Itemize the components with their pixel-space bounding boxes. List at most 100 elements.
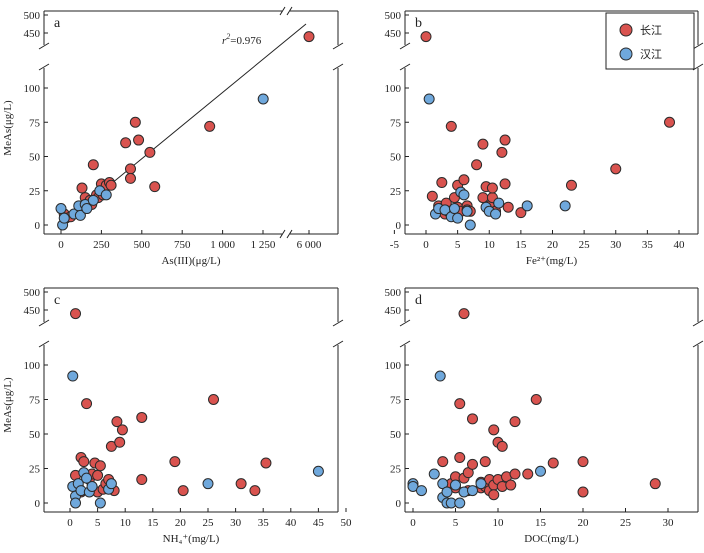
- changjiang-point: [547, 457, 559, 469]
- y-break-right: [332, 42, 344, 71]
- x-tick-label: 30: [610, 239, 622, 251]
- hanjiang-point: [461, 205, 473, 217]
- hanjiang-point: [100, 189, 112, 201]
- hanjiang-point: [74, 209, 86, 221]
- y-tick-label: 75: [390, 395, 402, 407]
- x-break-gap-top: [282, 7, 290, 15]
- hanjiang-point: [416, 485, 427, 497]
- hanjiang-point: [448, 203, 460, 215]
- y-tick-label: 500: [385, 10, 402, 22]
- x-tick-label: 15: [147, 517, 159, 529]
- changjiang-point: [477, 192, 489, 204]
- x-tick-label: 15: [535, 517, 547, 529]
- changjiang-point: [136, 474, 148, 486]
- changjiang-point: [509, 416, 521, 428]
- changjiang-point: [509, 468, 521, 480]
- x-tick-label: 20: [578, 517, 590, 529]
- x-tick-label: 20: [547, 239, 559, 251]
- changjiang-point: [177, 485, 189, 497]
- panel-label: d: [415, 293, 422, 308]
- changjiang-point: [454, 451, 466, 463]
- x-tick-label: 30: [230, 517, 242, 529]
- changjiang-point: [81, 398, 93, 410]
- x-break-top: [279, 6, 293, 16]
- hanjiang-point: [458, 189, 470, 201]
- changjiang-point: [92, 469, 104, 481]
- hanjiang-point: [94, 497, 106, 509]
- y-break-left: [38, 319, 50, 348]
- changjiang-point: [94, 460, 106, 472]
- hanjiang-point: [475, 478, 487, 490]
- y-tick-label: 100: [385, 360, 402, 372]
- y-tick-label: 25: [390, 186, 402, 198]
- hanjiang-point: [257, 93, 269, 105]
- x-tick-label: 25: [620, 517, 632, 529]
- y-break-right: [692, 42, 704, 71]
- x-tick-label: 20: [175, 517, 187, 529]
- x-tick-label: 0: [423, 239, 429, 251]
- y-tick-label: 50: [29, 152, 41, 164]
- y-tick-label: 0: [396, 498, 402, 510]
- changjiang-point: [70, 308, 82, 320]
- hanjiang-point: [423, 93, 435, 105]
- changjiang-point: [488, 424, 500, 436]
- y-tick-label: 450: [24, 28, 41, 40]
- x-tick-label: 15: [515, 239, 527, 251]
- y-tick-label: 0: [396, 220, 402, 232]
- changjiang-point: [235, 478, 247, 490]
- legend-marker-changjiang: [619, 23, 633, 37]
- legend-label-hanjiang: 汉江: [640, 48, 662, 61]
- x-tick-label: 25: [579, 239, 591, 251]
- changjiang-point: [136, 411, 148, 423]
- y-tick-label: 0: [35, 498, 41, 510]
- y-tick-label: 100: [385, 83, 402, 95]
- y-break-left: [399, 319, 411, 348]
- hanjiang-point: [467, 485, 478, 497]
- hanjiang-point: [55, 203, 67, 215]
- hanjiang-point: [70, 497, 82, 509]
- x-tick-label: 750: [174, 239, 191, 251]
- changjiang-point: [488, 489, 500, 501]
- y-tick-label: 25: [29, 186, 41, 198]
- hanjiang-point: [490, 208, 502, 220]
- x-tick-label: 35: [258, 517, 270, 529]
- legend-label-changjiang: 长江: [640, 24, 662, 37]
- changjiang-point: [133, 134, 145, 146]
- hanjiang-point: [535, 465, 546, 477]
- x-axis-label: NH₄⁺(mg/L): [163, 533, 220, 545]
- x-tick-label: 5: [453, 517, 459, 529]
- changjiang-point: [204, 120, 216, 132]
- changjiang-point: [249, 485, 261, 497]
- hanjiang-point: [450, 479, 461, 491]
- y-axis-label-bottom: MeAs(μg/L): [2, 377, 14, 433]
- y-tick-label: 100: [24, 360, 41, 372]
- x-tick-label: 250: [93, 239, 110, 251]
- changjiang-point: [467, 413, 478, 425]
- hanjiang-point: [202, 478, 214, 490]
- y-tick-label: 50: [390, 152, 402, 164]
- changjiang-point: [496, 440, 508, 452]
- changjiang-point: [105, 179, 117, 191]
- y-tick-label: 0: [35, 220, 41, 232]
- panel-label: c: [54, 293, 60, 308]
- hanjiang-point: [452, 212, 464, 224]
- hanjiang-point: [86, 480, 98, 492]
- y-tick-label: 100: [24, 83, 41, 95]
- hanjiang-point: [559, 200, 571, 212]
- changjiang-point: [458, 308, 470, 320]
- hanjiang-point: [58, 212, 70, 224]
- hanjiang-point: [428, 468, 440, 480]
- hanjiang-point: [81, 203, 93, 215]
- changjiang-point: [454, 398, 466, 410]
- changjiang-point: [577, 486, 589, 498]
- changjiang-point: [76, 182, 88, 194]
- x-tick-label: -5: [390, 239, 400, 251]
- changjiang-point: [120, 137, 132, 149]
- changjiang-point: [496, 146, 508, 158]
- changjiang-point: [471, 159, 483, 171]
- y-break-left: [38, 42, 50, 71]
- y-tick-label: 75: [29, 117, 41, 129]
- changjiang-point: [420, 31, 432, 43]
- hanjiang-point: [81, 472, 93, 484]
